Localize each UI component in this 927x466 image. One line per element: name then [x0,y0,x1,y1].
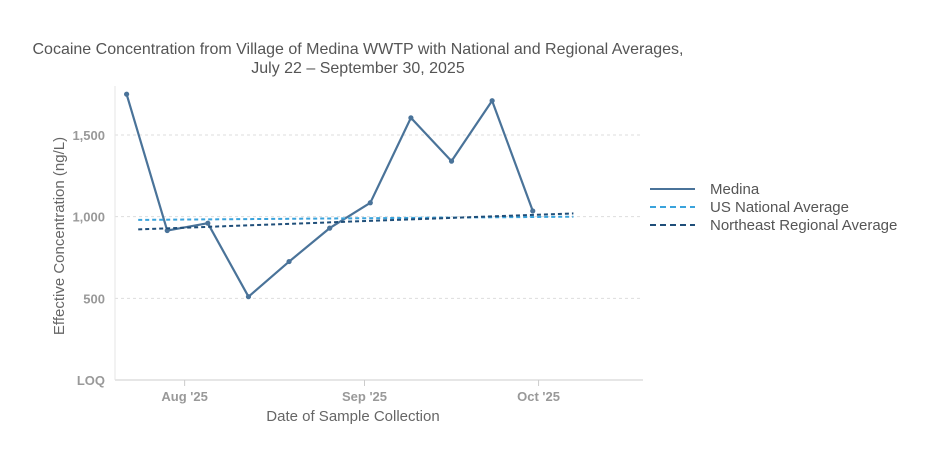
data-point[interactable] [489,98,495,104]
x-tick-label: Sep '25 [342,389,387,404]
chart-title-line-1: Cocaine Concentration from Village of Me… [32,41,683,58]
x-tick-label: Aug '25 [161,389,207,404]
data-point[interactable] [367,200,373,206]
y-tick-label: 1,000 [72,210,105,225]
y-tick-label: LOQ [77,373,105,388]
x-axis-title: Date of Sample Collection [266,408,439,425]
data-point[interactable] [530,208,536,214]
legend-label[interactable]: Northeast Regional Average [710,217,897,234]
data-point[interactable] [327,225,333,231]
legend-label[interactable]: US National Average [710,199,849,216]
data-point[interactable] [245,294,252,300]
y-axis-title: Effective Concentration (ng/L) [51,137,68,335]
data-point[interactable] [408,115,414,121]
y-tick-label: 1,500 [72,128,105,143]
series-line-us-national-average[interactable] [138,215,574,221]
x-tick-label: Oct '25 [517,389,560,404]
chart-title-line-2: July 22 – September 30, 2025 [251,60,465,77]
data-point[interactable] [205,220,211,226]
series [124,91,574,300]
series-line-medina[interactable] [125,93,534,298]
data-point[interactable] [124,91,130,97]
tick-labels: LOQ 500 1,000 1,500 Aug '25 Sep '25 Oct '25 [72,128,560,404]
data-point[interactable] [448,158,455,164]
y-tick-label: 500 [83,291,105,306]
legend-label[interactable]: Medina [710,181,760,198]
series-line-northeast-regional-average[interactable] [138,212,574,231]
data-point[interactable] [286,258,292,265]
gridlines [115,134,643,299]
